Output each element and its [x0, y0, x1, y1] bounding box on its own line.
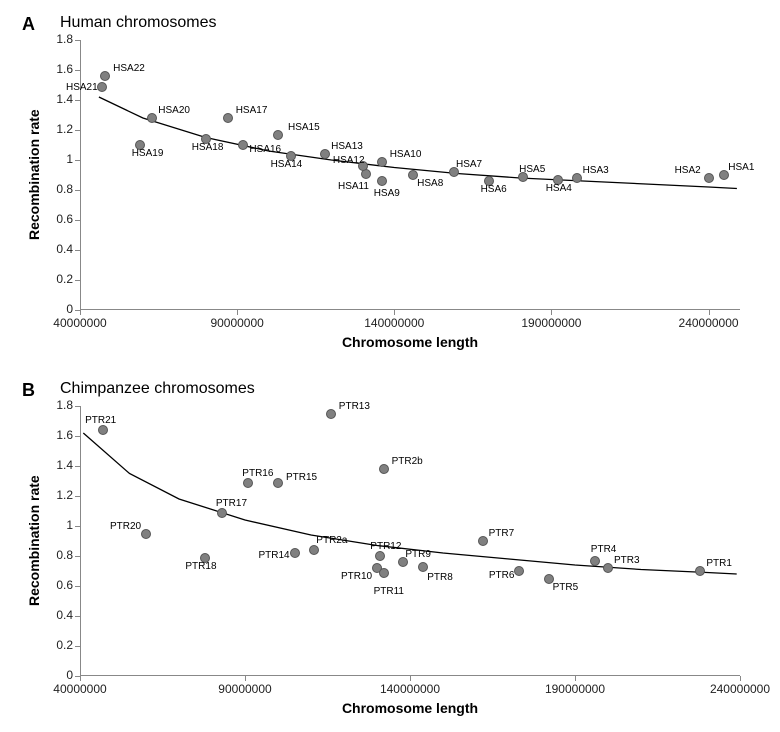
data-point-label: HSA18	[192, 142, 224, 153]
data-point-label: HSA7	[456, 159, 482, 170]
data-point-label: HSA13	[331, 141, 363, 152]
data-point	[97, 82, 107, 92]
data-point	[320, 149, 330, 159]
data-point	[309, 545, 319, 555]
data-point-label: PTR2b	[392, 456, 423, 467]
data-point-label: PTR17	[216, 498, 247, 509]
data-point-label: HSA9	[374, 188, 400, 199]
data-point	[290, 548, 300, 558]
data-point	[243, 478, 253, 488]
data-point	[379, 464, 389, 474]
data-point	[100, 71, 110, 81]
data-point	[141, 529, 151, 539]
figure: AHuman chromosomes00.20.40.60.811.21.41.…	[0, 0, 780, 732]
data-point-label: PTR10	[341, 571, 372, 582]
data-point-label: PTR21	[85, 415, 116, 426]
data-point	[238, 140, 248, 150]
data-point	[379, 568, 389, 578]
data-point	[695, 566, 705, 576]
data-point-label: PTR14	[259, 550, 290, 561]
data-point-label: PTR16	[242, 468, 273, 479]
data-point-label: HSA8	[417, 178, 443, 189]
data-point	[147, 113, 157, 123]
data-point-label: HSA10	[390, 149, 422, 160]
data-point-label: PTR1	[706, 558, 732, 569]
data-point-label: HSA16	[249, 144, 281, 155]
data-point-label: HSA1	[728, 162, 754, 173]
data-point	[223, 113, 233, 123]
data-point	[375, 551, 385, 561]
data-point-label: PTR9	[405, 549, 431, 560]
x-axis-label: Chromosome length	[80, 700, 740, 716]
data-point	[273, 478, 283, 488]
data-point-label: HSA15	[288, 122, 320, 133]
data-point-label: HSA4	[546, 183, 572, 194]
data-point	[572, 173, 582, 183]
data-point-label: PTR3	[614, 555, 640, 566]
data-point-label: PTR6	[489, 570, 515, 581]
trend-curve	[0, 0, 750, 320]
data-point-label: PTR5	[553, 582, 579, 593]
data-point	[418, 562, 428, 572]
data-point-label: HSA3	[583, 165, 609, 176]
data-point	[514, 566, 524, 576]
data-point-label: HSA12	[333, 155, 365, 166]
data-point-label: PTR18	[185, 561, 216, 572]
data-point	[377, 176, 387, 186]
data-point	[326, 409, 336, 419]
data-point-label: PTR12	[370, 541, 401, 552]
data-point-label: PTR11	[374, 586, 404, 597]
data-point	[273, 130, 283, 140]
data-point-label: PTR8	[427, 572, 453, 583]
data-point-label: HSA14	[271, 159, 303, 170]
data-point	[217, 508, 227, 518]
data-point-label: HSA17	[236, 105, 268, 116]
data-point	[704, 173, 714, 183]
data-point-label: PTR7	[489, 528, 515, 539]
data-point-label: PTR13	[339, 401, 370, 412]
panel-b: BChimpanzee chromosomes00.20.40.60.811.2…	[0, 366, 780, 732]
data-point	[478, 536, 488, 546]
data-point-label: PTR20	[110, 521, 141, 532]
data-point-label: HSA21	[66, 82, 98, 93]
data-point-label: PTR15	[286, 472, 317, 483]
data-point-label: PTR4	[591, 544, 617, 555]
data-point-label: HSA2	[675, 165, 701, 176]
data-point	[98, 425, 108, 435]
data-point	[590, 556, 600, 566]
panel-a: AHuman chromosomes00.20.40.60.811.21.41.…	[0, 0, 780, 366]
data-point-label: HSA5	[519, 164, 545, 175]
data-point-label: PTR2a	[316, 535, 347, 546]
data-point	[603, 563, 613, 573]
data-point	[377, 157, 387, 167]
data-point-label: HSA19	[132, 148, 164, 159]
x-axis-label: Chromosome length	[80, 334, 740, 350]
data-point-label: HSA20	[158, 105, 190, 116]
data-point-label: HSA22	[113, 63, 145, 74]
data-point-label: HSA6	[481, 184, 507, 195]
data-point-label: HSA11	[338, 181, 369, 192]
